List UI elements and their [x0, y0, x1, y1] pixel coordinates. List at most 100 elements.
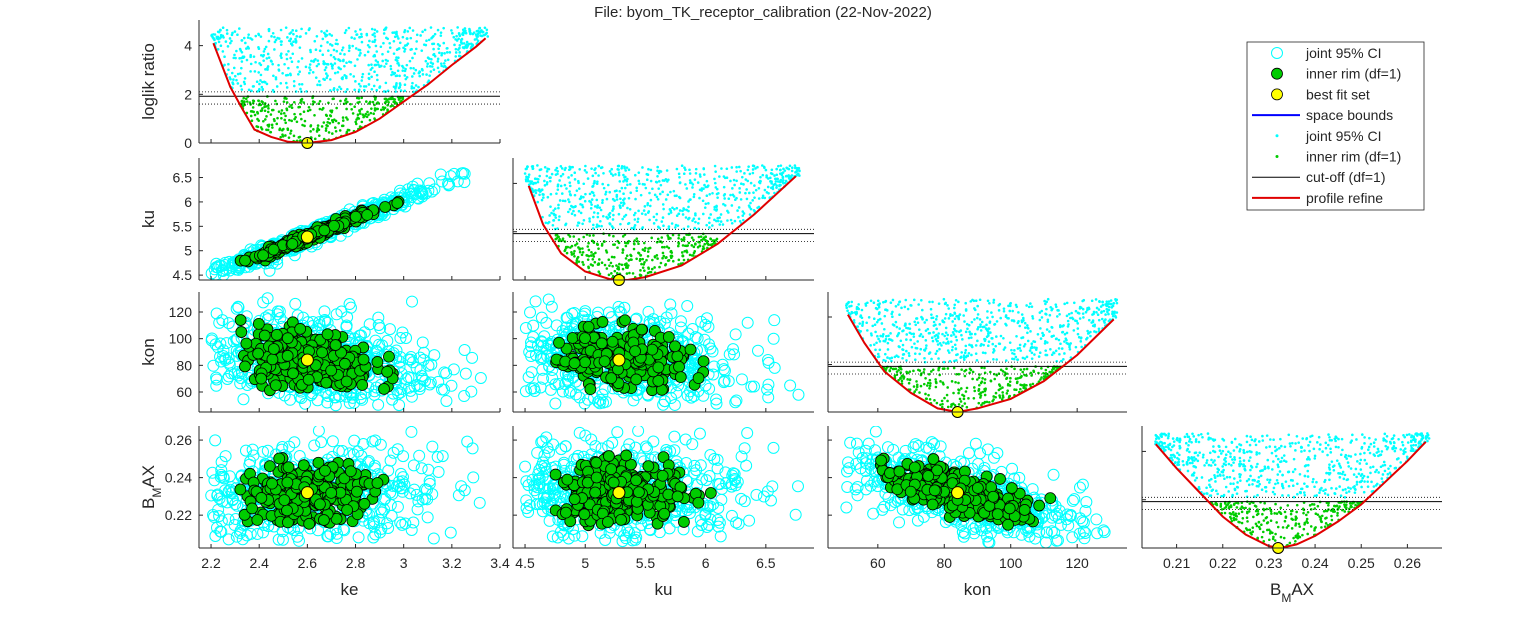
- ci-dot: [233, 74, 237, 78]
- ci-dot: [359, 51, 362, 55]
- ci-dot: [560, 192, 564, 195]
- ci-dot: [798, 169, 801, 172]
- ci-point: [458, 343, 471, 356]
- ci-dot: [885, 334, 888, 338]
- ci-dot: [236, 33, 239, 37]
- inner-dot: [577, 238, 581, 241]
- ci-dot: [951, 331, 955, 334]
- ci-dot: [667, 225, 671, 228]
- inner-dot: [324, 127, 328, 130]
- ci-dot: [775, 173, 779, 177]
- inner-point: [270, 328, 283, 341]
- ci-dot: [616, 164, 620, 168]
- ci-dot: [235, 49, 238, 53]
- ci-dot: [678, 175, 681, 179]
- inner-point: [356, 379, 369, 391]
- ci-dot: [568, 200, 571, 204]
- inner-dot: [275, 122, 279, 126]
- ci-dot: [440, 64, 443, 68]
- ci-point: [704, 342, 717, 355]
- ci-dot: [411, 56, 414, 60]
- panel-ku-vs-ke: 4.555.566.5: [173, 158, 501, 283]
- inner-dot: [607, 258, 611, 262]
- inner-point: [630, 373, 643, 386]
- ci-dot: [741, 218, 745, 222]
- ci-dot: [454, 38, 457, 41]
- ci-dot: [315, 34, 319, 38]
- ci-dot: [737, 206, 741, 209]
- inner-dot: [698, 244, 702, 248]
- inner-dot: [290, 119, 294, 123]
- ci-dot: [590, 203, 593, 206]
- inner-dot: [666, 259, 670, 262]
- inner-dot: [597, 270, 601, 273]
- ci-dot: [556, 188, 560, 191]
- ci-dot: [709, 213, 713, 216]
- ci-dot: [359, 84, 362, 88]
- ci-dot: [608, 215, 612, 219]
- ci-dot: [332, 55, 336, 59]
- ci-point: [525, 340, 538, 353]
- ci-dot: [952, 333, 956, 336]
- ci-dot: [218, 28, 222, 32]
- y-tick-label: 6: [184, 194, 192, 210]
- ci-dot: [611, 218, 615, 221]
- ci-dot: [1094, 298, 1098, 301]
- ci-dot: [281, 71, 284, 75]
- ci-dot: [636, 220, 640, 224]
- ci-dot: [585, 171, 588, 174]
- ci-dot: [363, 88, 366, 92]
- ci-dot: [678, 181, 682, 185]
- ci-dot: [554, 216, 558, 219]
- ci-dot: [393, 35, 397, 39]
- ci-dot: [432, 34, 435, 38]
- ci-dot: [736, 209, 739, 212]
- ci-point: [665, 307, 678, 320]
- ci-dot: [923, 356, 926, 360]
- ci-point: [205, 267, 218, 280]
- ci-dot: [1063, 332, 1067, 336]
- ci-dot: [942, 297, 946, 301]
- ci-dot: [582, 182, 586, 186]
- ci-dot: [661, 179, 665, 182]
- ci-dot: [611, 174, 615, 177]
- ci-dot: [1021, 336, 1025, 339]
- ci-dot: [739, 198, 743, 201]
- ci-dot: [333, 71, 337, 75]
- inner-dot: [245, 111, 249, 115]
- ci-point: [273, 305, 286, 318]
- ci-dot: [588, 192, 592, 196]
- ci-dot: [360, 79, 364, 82]
- ci-dot: [362, 85, 366, 88]
- ci-dot: [445, 47, 449, 50]
- ci-dot: [621, 204, 625, 207]
- ci-dot: [1105, 307, 1109, 311]
- ci-dot: [898, 300, 902, 303]
- ci-dot: [938, 347, 941, 351]
- ci-dot: [622, 173, 625, 177]
- ci-dot: [573, 193, 577, 197]
- ci-dot: [986, 344, 990, 348]
- inner-dot: [618, 262, 621, 266]
- ci-dot: [738, 220, 742, 223]
- ci-dot: [665, 169, 669, 172]
- ci-dot: [601, 201, 604, 205]
- ci-dot: [978, 318, 982, 321]
- ci-dot: [403, 50, 406, 53]
- ci-dot: [456, 26, 459, 29]
- ci-dot: [1046, 341, 1049, 344]
- ci-dot: [740, 175, 744, 179]
- ci-dot: [257, 45, 260, 49]
- inner-dot: [335, 106, 338, 110]
- ci-point: [718, 374, 731, 387]
- ci-dot: [217, 30, 221, 34]
- ci-dot: [992, 301, 995, 304]
- ci-point: [369, 334, 382, 347]
- ci-dot: [324, 72, 328, 75]
- inner-dot: [284, 134, 287, 137]
- ci-dot: [955, 314, 958, 318]
- ci-dot: [973, 332, 977, 336]
- inner-point: [684, 343, 697, 356]
- ci-dot: [660, 220, 664, 223]
- ci-dot: [714, 186, 718, 189]
